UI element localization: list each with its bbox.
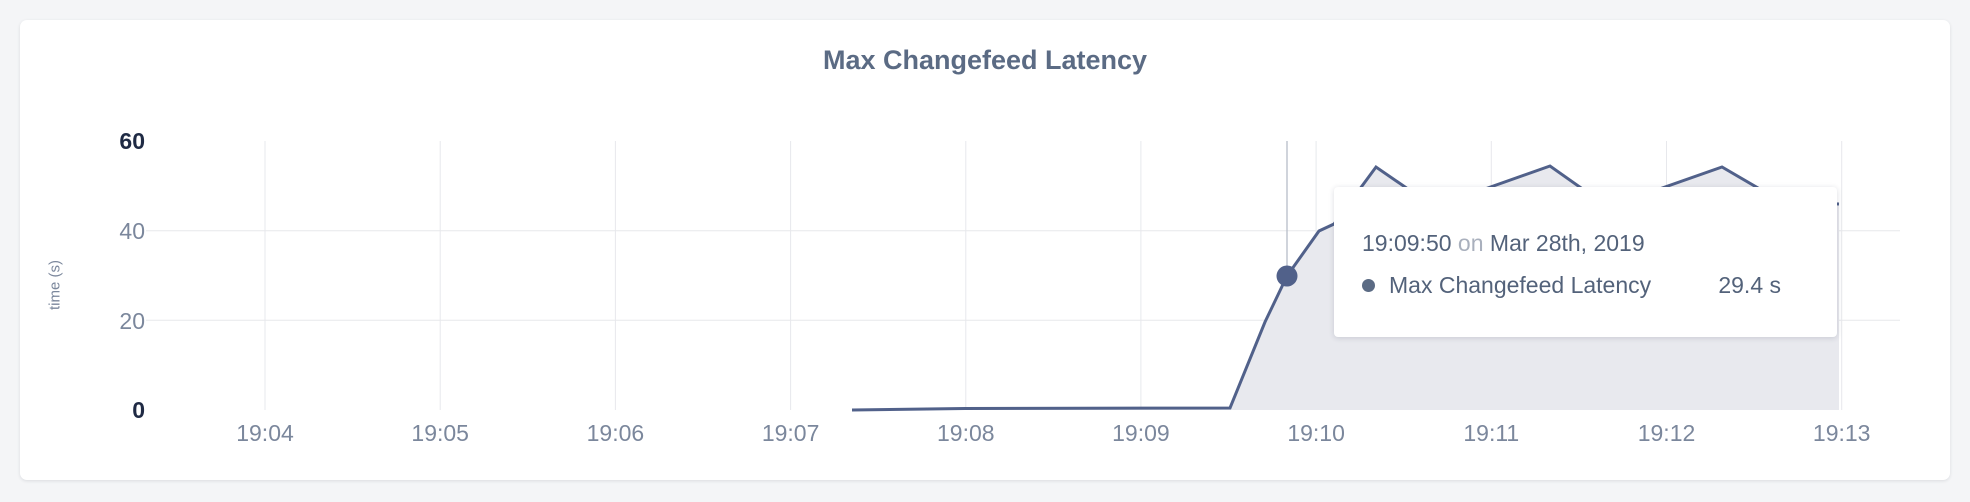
- svg-text:19:12: 19:12: [1638, 420, 1696, 446]
- svg-text:19:05: 19:05: [411, 420, 469, 446]
- svg-text:19:04: 19:04: [236, 420, 294, 446]
- svg-text:60: 60: [119, 128, 145, 154]
- svg-text:40: 40: [119, 218, 145, 244]
- svg-text:19:08: 19:08: [937, 420, 995, 446]
- svg-text:19:10: 19:10: [1287, 420, 1345, 446]
- svg-text:19:09: 19:09: [1112, 420, 1170, 446]
- svg-text:20: 20: [119, 308, 145, 334]
- svg-text:19:11: 19:11: [1463, 420, 1519, 446]
- svg-text:19:07: 19:07: [762, 420, 820, 446]
- svg-text:19:13: 19:13: [1813, 420, 1871, 446]
- svg-text:0: 0: [132, 397, 145, 423]
- svg-text:19:06: 19:06: [587, 420, 645, 446]
